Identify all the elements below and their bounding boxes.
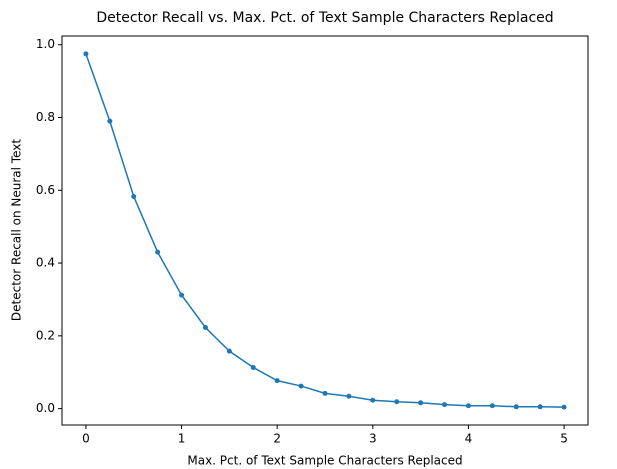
point xyxy=(346,393,352,399)
x-axis-label: Max. Pct. of Text Sample Characters Repl… xyxy=(187,454,462,468)
point xyxy=(561,404,567,410)
y-tick-label: 0.0 xyxy=(36,401,55,415)
point xyxy=(489,403,495,409)
x-tick-label: 2 xyxy=(273,432,281,446)
point xyxy=(298,383,304,389)
point xyxy=(537,404,543,410)
y-tick-label: 0.8 xyxy=(36,110,55,124)
point xyxy=(465,403,471,409)
point xyxy=(418,400,424,406)
point xyxy=(226,348,232,354)
x-tick-label: 4 xyxy=(465,432,473,446)
point xyxy=(250,365,256,371)
point xyxy=(131,193,137,199)
point xyxy=(107,118,113,124)
chart-title: Detector Recall vs. Max. Pct. of Text Sa… xyxy=(96,10,553,26)
point xyxy=(202,324,208,330)
y-tick-label: 0.2 xyxy=(36,328,55,342)
y-tick-label: 1.0 xyxy=(36,37,55,51)
x-tick-label: 1 xyxy=(178,432,186,446)
x-tick-label: 3 xyxy=(369,432,377,446)
point xyxy=(513,404,519,410)
y-axis-label: Detector Recall on Neural Text xyxy=(10,139,24,321)
x-tick-label: 0 xyxy=(82,432,90,446)
point xyxy=(370,397,376,403)
point xyxy=(394,399,400,405)
y-tick-label: 0.6 xyxy=(36,183,55,197)
point xyxy=(274,378,280,384)
point xyxy=(179,292,185,298)
point xyxy=(155,249,161,255)
point xyxy=(83,51,89,57)
y-tick-label: 0.4 xyxy=(36,256,55,270)
point xyxy=(442,402,448,408)
plot-frame xyxy=(61,35,589,426)
line xyxy=(85,53,565,408)
point xyxy=(322,390,328,396)
x-tick-label: 5 xyxy=(560,432,568,446)
